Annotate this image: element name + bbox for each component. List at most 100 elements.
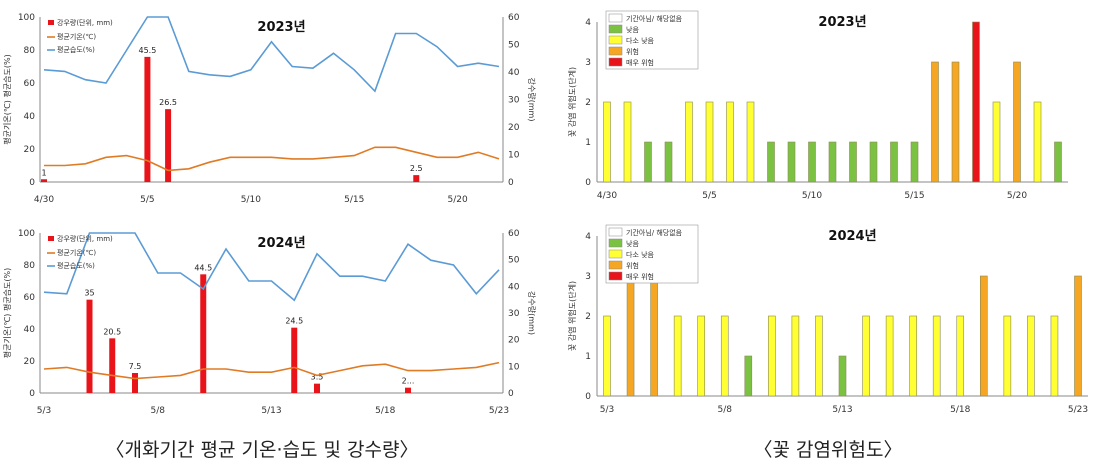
rain-data-label: 2... [402,377,415,386]
rain-data-label: 26.5 [159,98,177,107]
legend-swatch [608,35,623,45]
risk-bar [650,275,658,397]
y-tick-label: 4 [585,18,591,28]
legend-label-temperature: 평균기온(℃) [57,248,96,257]
chart-title: 2023년 [818,15,866,30]
legend-swatch [608,46,623,56]
rain-bar [86,299,93,393]
rain-bar [41,179,47,182]
legend-swatch [608,238,623,248]
x-tick-label: 5/13 [261,406,281,416]
rain-data-label: 20.5 [103,327,121,336]
risk-bar [885,315,894,397]
risk-bar [849,141,857,183]
y-tick-label: 2 [585,98,591,108]
y-right-tick-label: 20 [508,123,520,133]
y-right-tick-label: 40 [508,282,520,292]
x-tick-label: 5/20 [1007,191,1027,201]
y-left-tick-label: 20 [24,145,36,155]
rain-bar [109,338,116,393]
legend-label: 매우 위험 [626,59,654,67]
risk-bar [972,21,980,183]
y-left-tick-label: 40 [24,325,36,335]
risk-bar [931,61,939,183]
risk-bar [808,141,816,183]
legend-label-temperature: 평균기온(℃) [57,32,96,41]
risk-bar [623,101,632,183]
x-tick-label: 5/3 [37,406,51,416]
y-left-tick-label: 80 [24,46,36,56]
risk-bar [685,101,693,183]
risk-bar [815,315,823,397]
legend-swatch-rain [48,236,54,241]
risk-bar [1033,101,1042,183]
y-right-tick-label: 40 [508,68,520,78]
risk-bar [626,275,635,397]
rain-data-label: 2.5 [410,164,423,173]
risk-bar [932,315,941,397]
chart-title: 2024년 [257,236,305,251]
x-tick-label: 5/23 [1068,405,1088,415]
y-right-tick-label: 60 [508,13,520,23]
x-tick-label: 4/30 [597,191,617,201]
weather-chart-2023: 0 20 40 60 80 100 0 10 20 30 40 50 60 4/30 5/5 5/10 5/15… [2,13,537,205]
chart-title: 2023년 [257,20,305,35]
y-axis-title: 꽃 감염 위험도(단계) [567,281,577,351]
risk-bar [673,315,682,397]
y-left-tick-label: 60 [24,79,36,89]
rain-bar [165,109,172,182]
y-left-tick-label: 100 [18,229,35,239]
y-left-axis-title: 평균기온(℃) 평균습도(%) [2,54,12,145]
risk-bar [746,101,755,183]
y-tick-label: 1 [585,138,591,148]
y-right-tick-label: 20 [508,336,520,346]
legend-label-rain: 강우량(단위, mm) [57,18,113,27]
rain-bar [144,56,151,182]
y-right-axis-title: 강수량(mm) [527,78,537,122]
y-tick-label: 0 [585,178,591,188]
y-right-tick-label: 10 [508,362,520,372]
risk-bar [1003,315,1012,397]
legend-swatch [608,24,623,34]
y-left-tick-label: 100 [18,13,35,23]
temperature-line [43,361,500,380]
risk-bar [1050,315,1059,397]
legend-label-humidity: 평균습도(%) [57,261,95,270]
risk-chart-2023: 0 1 2 3 4 4/30 5/5 5/10 5/15 5/20 꽃 감염 위험도(단계) 2023… [567,10,1068,201]
legend-label: 기간아님/ 해당없음 [626,14,683,23]
caption-weather: 〈개화기간 평균 기온·습도 및 강수량〉 [106,439,419,461]
x-tick-label: 5/8 [151,406,166,416]
legend-swatch-rain [48,20,54,25]
legend-label: 다소 낮음 [626,36,655,45]
legend-label: 위험 [626,262,639,270]
risk-bar [869,141,878,183]
rain-data-label: 35 [84,289,94,298]
weather-chart-2024: 0 20 40 60 80 100 0 10 20 30 40 50 60 5/3 5/8 5/13 5/18 5… [2,229,537,416]
risk-bar [768,315,776,397]
x-tick-label: 5/8 [718,405,733,415]
x-tick-label: 5/5 [140,195,154,205]
risk-bar [726,101,734,183]
risk-bar [1054,141,1062,183]
legend-label-rain: 강우량(단위, mm) [57,234,113,243]
y-tick-label: 0 [585,392,591,402]
risk-bar [603,101,611,183]
y-left-tick-label: 0 [29,389,35,399]
x-tick-label: 5/15 [904,191,924,201]
x-tick-label: 5/20 [448,195,468,205]
rain-data-label: 24.5 [285,317,303,326]
risk-bar [992,101,1001,183]
rain-bar [132,373,138,393]
humidity-line [43,232,500,302]
risk-bar [791,315,800,397]
risk-bar [1013,61,1021,183]
y-tick-label: 3 [585,58,591,68]
legend-swatch [608,271,623,281]
risk-bar [720,315,729,397]
risk-bar [603,315,611,397]
rain-bar [413,175,420,182]
x-tick-label: 5/3 [600,405,614,415]
